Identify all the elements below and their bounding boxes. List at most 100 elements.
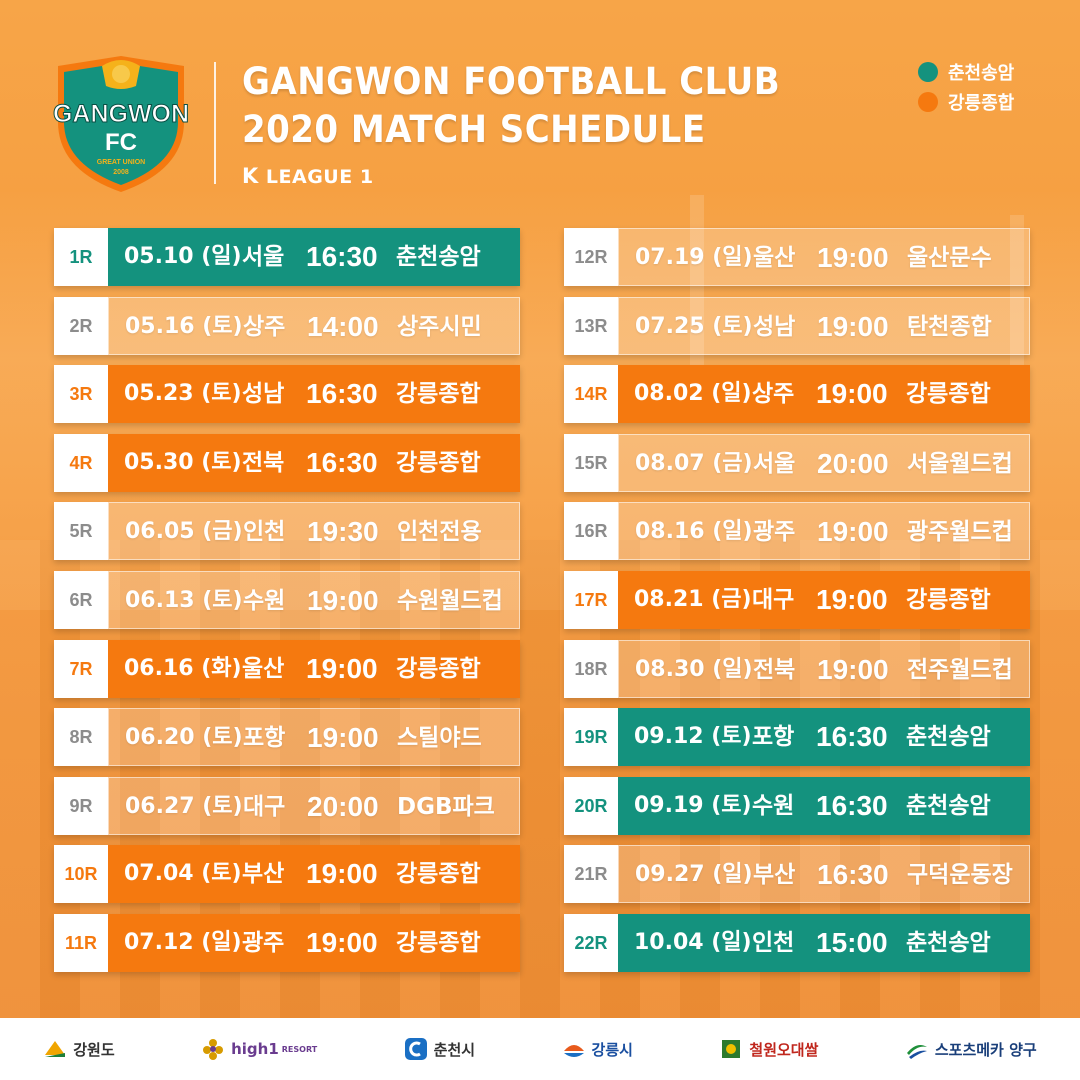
kickoff-time: 19:00 [816, 584, 888, 615]
venue: 구덕운동장 [907, 862, 1013, 888]
venue: 스틸야드 [397, 725, 482, 751]
round-label: 13R [564, 297, 618, 355]
match-details: 05.23 (토) 성남 16:30 강릉종합 [108, 365, 520, 423]
kickoff-time: 19:00 [307, 722, 379, 753]
round-label: 16R [564, 502, 618, 560]
match-date: 06.16 (화) [124, 656, 242, 681]
match-row: 22R 10.04 (일) 인천 15:00 춘천송암 [564, 914, 1030, 972]
opponent-city: 상주 [752, 381, 795, 407]
match-row: 17R 08.21 (금) 대구 19:00 강릉종합 [564, 571, 1030, 629]
match-row: 12R 07.19 (일) 울산 19:00 울산문수 [564, 228, 1030, 286]
title-line-2: 2020 MATCH SCHEDULE [242, 108, 706, 151]
opponent-city: 울산 [242, 656, 285, 682]
kickoff-time: 16:30 [816, 790, 888, 821]
opponent-city: 대구 [243, 794, 286, 820]
svg-text:GANGWON: GANGWON [53, 100, 189, 128]
kickoff-time: 16:30 [306, 378, 378, 409]
venue: 울산문수 [907, 245, 992, 271]
kickoff-time: 16:30 [306, 447, 378, 478]
opponent-city: 수원 [243, 588, 286, 614]
match-date: 05.16 (토) [125, 314, 243, 339]
kickoff-time: 19:00 [817, 242, 889, 273]
venue: 수원월드컵 [397, 588, 503, 614]
match-details: 09.27 (일) 부산 16:30 구덕운동장 [618, 845, 1030, 903]
swoosh-icon [906, 1045, 927, 1059]
legend-item-chuncheon: 춘천송암 [918, 58, 1014, 86]
sponsor-yanggu: 스포츠메카 양구 [905, 1037, 1037, 1061]
match-row: 20R 09.19 (토) 수원 16:30 춘천송암 [564, 777, 1030, 835]
legend: 춘천송암 강릉종합 [918, 58, 1014, 118]
match-date: 10.04 (일) [634, 930, 752, 955]
match-row: 14R 08.02 (일) 상주 19:00 강릉종합 [564, 365, 1030, 423]
match-date: 07.19 (일) [635, 245, 753, 270]
legend-label: 강릉종합 [948, 93, 1015, 114]
match-details: 06.16 (화) 울산 19:00 강릉종합 [108, 640, 520, 698]
round-label: 17R [564, 571, 618, 629]
venue: 춘천송암 [906, 930, 991, 956]
league-label: K LEAGUE 1 [242, 164, 374, 188]
match-date: 06.05 (금) [125, 519, 243, 544]
header-divider [214, 62, 216, 184]
svg-text:2008: 2008 [113, 169, 129, 176]
venue: 강릉종합 [906, 587, 991, 613]
kickoff-time: 19:00 [817, 516, 889, 547]
match-row: 6R 06.13 (토) 수원 19:00 수원월드컵 [54, 571, 520, 629]
round-label: 3R [54, 365, 108, 423]
kickoff-time: 16:30 [817, 859, 889, 890]
teal-dot-icon [918, 62, 938, 82]
match-row: 15R 08.07 (금) 서울 20:00 서울월드컵 [564, 434, 1030, 492]
venue: 광주월드컵 [907, 519, 1013, 545]
venue: 춘천송암 [396, 244, 481, 270]
match-row: 16R 08.16 (일) 광주 19:00 광주월드컵 [564, 502, 1030, 560]
match-row: 19R 09.12 (토) 포항 16:30 춘천송암 [564, 708, 1030, 766]
flower-icon [203, 1039, 224, 1060]
match-details: 08.02 (일) 상주 19:00 강릉종합 [618, 365, 1030, 423]
title-line-1: GANGWON FOOTBALL CLUB [242, 60, 781, 103]
league-k: K [242, 164, 259, 188]
opponent-city: 광주 [753, 519, 796, 545]
match-date: 08.16 (일) [635, 519, 753, 544]
sponsor-label: high1 [231, 1040, 279, 1058]
kickoff-time: 14:00 [307, 311, 379, 342]
match-details: 09.12 (토) 포항 16:30 춘천송암 [618, 708, 1030, 766]
venue: 서울월드컵 [907, 451, 1013, 477]
venue: 강릉종합 [396, 930, 481, 956]
venue: 탄천종합 [907, 314, 992, 340]
gangneung-wave-icon [563, 1045, 584, 1057]
kickoff-time: 19:00 [817, 311, 889, 342]
match-date: 05.10 (일) [124, 244, 242, 269]
match-date: 05.23 (토) [124, 381, 242, 406]
match-details: 05.16 (토) 상주 14:00 상주시민 [108, 297, 520, 355]
match-date: 06.27 (토) [125, 794, 243, 819]
match-details: 06.05 (금) 인천 19:30 인천전용 [108, 502, 520, 560]
svg-text:GREAT UNION: GREAT UNION [97, 159, 145, 166]
match-date: 08.21 (금) [634, 587, 752, 612]
match-details: 05.10 (일) 서울 16:30 춘천송암 [108, 228, 520, 286]
opponent-city: 성남 [242, 381, 285, 407]
round-label: 18R [564, 640, 618, 698]
round-label: 4R [54, 434, 108, 492]
league-text: LEAGUE 1 [265, 166, 374, 188]
round-label: 6R [54, 571, 108, 629]
match-row: 10R 07.04 (토) 부산 19:00 강릉종합 [54, 845, 520, 903]
match-date: 09.19 (토) [634, 793, 752, 818]
venue: 강릉종합 [906, 381, 991, 407]
match-details: 06.27 (토) 대구 20:00 DGB파크 [108, 777, 520, 835]
match-row: 8R 06.20 (토) 포항 19:00 스틸야드 [54, 708, 520, 766]
match-details: 06.20 (토) 포항 19:00 스틸야드 [108, 708, 520, 766]
sponsor-label: 춘천시 [433, 1040, 476, 1059]
kickoff-time: 19:00 [307, 585, 379, 616]
match-date: 09.27 (일) [635, 862, 753, 887]
round-label: 5R [54, 502, 108, 560]
match-details: 07.25 (토) 성남 19:00 탄천종합 [618, 297, 1030, 355]
kickoff-time: 20:00 [817, 448, 889, 479]
opponent-city: 전북 [242, 450, 285, 476]
round-label: 9R [54, 777, 108, 835]
kickoff-time: 16:30 [816, 721, 888, 752]
match-date: 07.25 (토) [635, 314, 753, 339]
kickoff-time: 19:00 [816, 378, 888, 409]
match-row: 21R 09.27 (일) 부산 16:30 구덕운동장 [564, 845, 1030, 903]
opponent-city: 서울 [753, 451, 796, 477]
match-date: 07.12 (일) [124, 930, 242, 955]
match-date: 08.07 (금) [635, 451, 753, 476]
